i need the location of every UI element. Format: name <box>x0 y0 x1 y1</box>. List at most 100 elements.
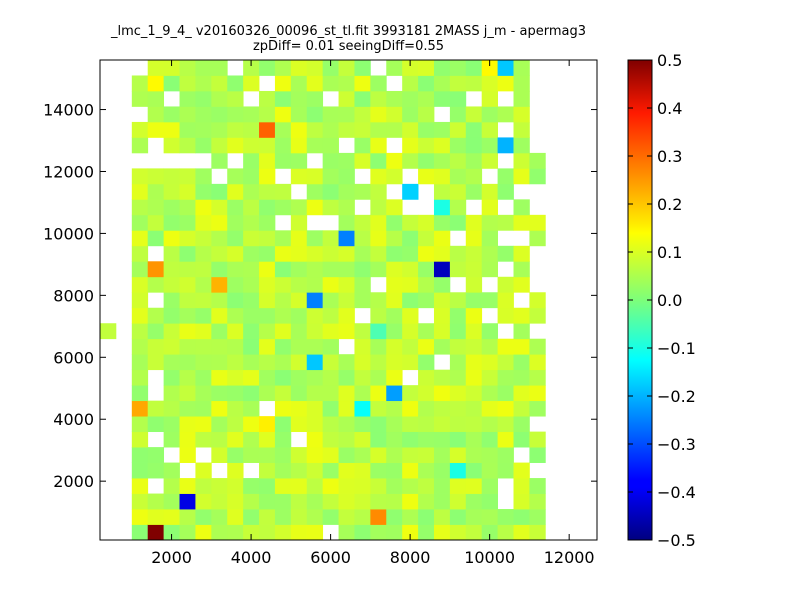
heatmap-cell <box>259 509 276 525</box>
heatmap-cell <box>338 431 355 448</box>
heatmap-cell <box>322 478 339 494</box>
heatmap-cell <box>243 75 260 92</box>
heatmap-cell <box>274 338 292 355</box>
heatmap-cell <box>433 323 451 340</box>
heatmap-cell <box>211 400 228 417</box>
heatmap-cell <box>322 447 339 463</box>
heatmap-cell <box>529 369 546 386</box>
heatmap-cell <box>211 214 228 231</box>
heatmap-cell <box>179 369 196 386</box>
heatmap-cell <box>433 447 451 463</box>
heatmap-cell <box>211 199 228 216</box>
heatmap-cell <box>338 60 355 76</box>
heatmap-cell <box>418 323 435 340</box>
heatmap-cell <box>227 369 244 386</box>
colorbar-tick-label: −0.2 <box>657 387 696 406</box>
heatmap-cell <box>211 183 228 200</box>
heatmap-cell <box>418 338 435 355</box>
heatmap-cell <box>338 106 355 123</box>
heatmap-cell <box>418 524 435 541</box>
heatmap-cell <box>322 276 339 293</box>
heatmap-cell <box>481 292 498 309</box>
heatmap-cell <box>465 431 483 448</box>
heatmap-cell <box>386 524 403 541</box>
heatmap-cell <box>402 106 419 123</box>
heatmap-cell <box>513 416 530 433</box>
heatmap-cell <box>211 385 228 402</box>
heatmap-cell <box>274 292 292 309</box>
heatmap-cell <box>195 478 212 494</box>
heatmap-cell <box>481 400 498 417</box>
heatmap-cell <box>322 509 339 525</box>
heatmap-cell <box>227 230 244 247</box>
heatmap-cell <box>513 478 530 494</box>
heatmap-cell <box>322 230 339 247</box>
heatmap-cell <box>449 447 467 463</box>
heatmap-cell <box>227 462 244 479</box>
heatmap-cell <box>449 385 467 402</box>
heatmap-cell <box>290 214 308 231</box>
heatmap-cell <box>147 90 165 107</box>
heatmap-cell <box>338 168 355 185</box>
heatmap-cell <box>386 152 403 169</box>
heatmap-cell <box>179 292 196 309</box>
heatmap-cell <box>338 245 355 262</box>
heatmap-cell <box>433 75 451 92</box>
heatmap-cell <box>402 230 419 247</box>
heatmap-cell <box>306 524 324 541</box>
heatmap-cell <box>243 292 260 309</box>
heatmap-cell <box>274 323 292 340</box>
heatmap-cell <box>290 354 308 371</box>
heatmap-cell <box>402 137 419 154</box>
heatmap-cell <box>290 75 308 92</box>
heatmap-cell <box>227 168 244 185</box>
heatmap-cell <box>402 60 419 76</box>
heatmap-cell <box>131 354 149 371</box>
heatmap-cell <box>179 493 196 510</box>
heatmap-cell <box>433 338 451 355</box>
heatmap-cell <box>418 354 435 371</box>
heatmap-cell <box>243 199 260 216</box>
heatmap-cell <box>433 230 451 247</box>
colorbar-tick-label: −0.5 <box>657 531 696 550</box>
heatmap-cell <box>322 338 339 355</box>
heatmap-cell <box>195 338 212 355</box>
heatmap-cell <box>195 354 212 371</box>
heatmap-cell <box>449 106 467 123</box>
heatmap-cell <box>338 261 355 278</box>
heatmap-cell <box>227 214 244 231</box>
heatmap-cell <box>481 509 498 525</box>
heatmap-cell <box>195 323 212 340</box>
heatmap-cell <box>195 307 212 324</box>
heatmap-cell <box>179 183 196 200</box>
heatmap-cell <box>370 214 387 231</box>
heatmap-cell <box>481 478 498 494</box>
colorbar-tick-label: −0.1 <box>657 339 696 358</box>
heatmap-cell <box>370 385 387 402</box>
heatmap-cell <box>418 137 435 154</box>
heatmap-cell <box>274 400 292 417</box>
heatmap-cell <box>274 152 292 169</box>
heatmap-cell <box>163 60 180 76</box>
heatmap-cell <box>513 509 530 525</box>
heatmap-cell <box>131 168 149 185</box>
heatmap-cell <box>386 416 403 433</box>
heatmap-cell <box>354 245 371 262</box>
heatmap-cell <box>433 369 451 386</box>
heatmap-cell <box>243 121 260 138</box>
heatmap-cell <box>179 385 196 402</box>
heatmap-cell <box>259 183 276 200</box>
heatmap-cell <box>259 385 276 402</box>
heatmap-cell <box>370 478 387 494</box>
heatmap-cell <box>513 60 530 76</box>
x-tick-label: 6000 <box>310 548 351 567</box>
heatmap-cell <box>227 478 244 494</box>
heatmap-cell <box>449 152 467 169</box>
heatmap-cell <box>529 509 546 525</box>
heatmap-cell <box>465 276 483 293</box>
heatmap-cell <box>513 276 530 293</box>
title-line-1: _lmc_1_9_4_ v20160326_00096_st_tl.fit 39… <box>111 24 586 39</box>
heatmap-cell <box>418 152 435 169</box>
heatmap-cell <box>354 369 371 386</box>
heatmap-cell <box>465 493 483 510</box>
